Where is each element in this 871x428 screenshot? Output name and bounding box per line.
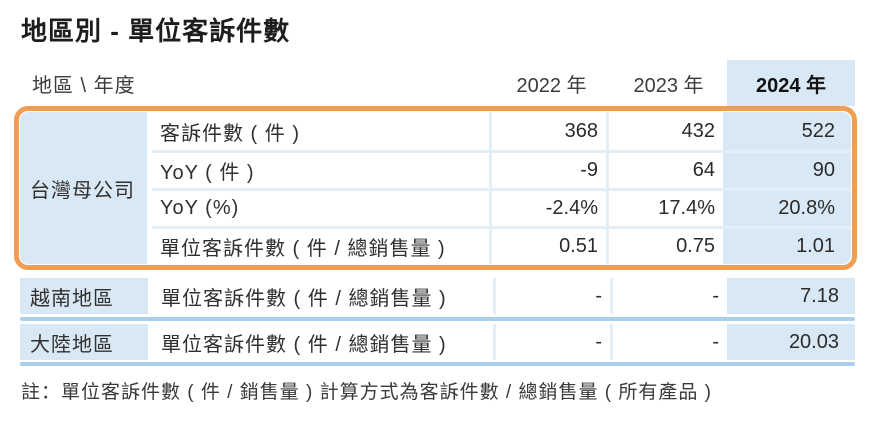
year-header-2022: 2022 年	[516, 74, 587, 97]
metric-label: YoY (%)	[160, 197, 240, 219]
page-title: 地區別 - 單位客訴件數	[21, 16, 291, 46]
table-header-row: 地區 \ 年度 2022 年 2023 年 2024 年	[20, 60, 855, 106]
taiwan-metric-rows: 客訴件數 ( 件 ) 368 432 522 YoY ( 件 ) -9 64 9…	[152, 112, 851, 264]
value-2024: 20.03	[727, 324, 855, 360]
value-2023: -	[610, 324, 727, 360]
region-row-vietnam: 越南地區 單位客訴件數 ( 件 / 總銷售量 ) - - 7.18	[20, 278, 855, 314]
value-2024: 1.01	[723, 229, 851, 264]
taiwan-group: 台灣母公司 客訴件數 ( 件 ) 368 432 522 YoY ( 件 ) -…	[20, 112, 851, 264]
table-row: YoY ( 件 ) -9 64 90	[152, 150, 851, 188]
value-2023: 64	[606, 153, 723, 188]
metric-label: 單位客訴件數 ( 件 / 總銷售量 )	[161, 333, 447, 356]
value-2023: -	[610, 278, 727, 314]
metric-label: 客訴件數 ( 件 )	[160, 122, 300, 145]
value-2024: 20.8%	[723, 191, 851, 226]
region-row-china: 大陸地區 單位客訴件數 ( 件 / 總銷售量 ) - - 20.03	[20, 324, 855, 360]
highlight-box-taiwan: 台灣母公司 客訴件數 ( 件 ) 368 432 522 YoY ( 件 ) -…	[14, 106, 857, 270]
complaints-table: 地區 \ 年度 2022 年 2023 年 2024 年 台灣母公司 客訴件數 …	[14, 60, 857, 366]
table-row: 客訴件數 ( 件 ) 368 432 522	[152, 112, 851, 150]
value-2022: -2.4%	[489, 191, 606, 226]
region-cell-china: 大陸地區	[20, 324, 148, 360]
value-2023: 432	[606, 112, 723, 150]
table-row: YoY (%) -2.4% 17.4% 20.8%	[152, 188, 851, 226]
value-2022: 0.51	[489, 229, 606, 264]
value-2023: 0.75	[606, 229, 723, 264]
table-row: 單位客訴件數 ( 件 / 總銷售量 ) 0.51 0.75 1.01	[152, 226, 851, 264]
value-2024: 522	[723, 112, 851, 150]
value-2022: -9	[489, 153, 606, 188]
region-cell-taiwan: 台灣母公司	[20, 112, 147, 264]
value-2024: 90	[723, 153, 851, 188]
value-2022: 368	[489, 112, 606, 150]
metric-label: 單位客訴件數 ( 件 / 總銷售量 )	[160, 238, 446, 260]
year-header-2024: 2024 年	[727, 60, 855, 106]
value-2024: 7.18	[727, 278, 855, 314]
year-header-2023: 2023 年	[633, 74, 704, 97]
metric-label: YoY ( 件 )	[160, 162, 255, 184]
metric-label: 單位客訴件數 ( 件 / 總銷售量 )	[161, 287, 447, 310]
table-bottom-divider	[20, 362, 855, 366]
row-divider	[20, 317, 855, 321]
value-2022: -	[493, 324, 610, 360]
region-cell-vietnam: 越南地區	[20, 278, 148, 314]
value-2022: -	[493, 278, 610, 314]
footnote: 註：單位客訴件數 ( 件 / 銷售量 ) 計算方式為客訴件數 / 總銷售量 ( …	[21, 382, 712, 403]
value-2023: 17.4%	[606, 191, 723, 226]
corner-label: 地區 \ 年度	[32, 74, 136, 97]
